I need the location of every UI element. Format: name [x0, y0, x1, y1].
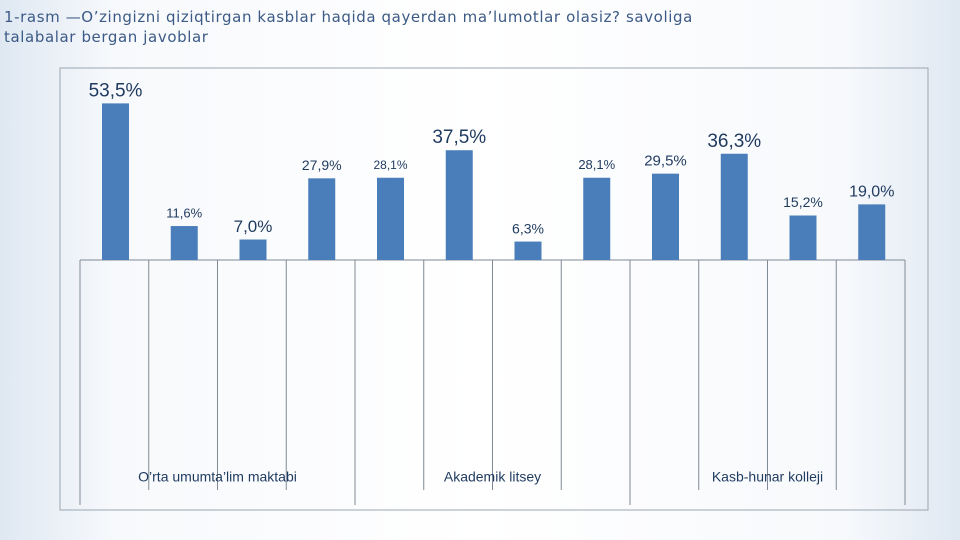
- title-line: 1-rasm —O’zingizni qiziqtirgan kasblar h…: [4, 8, 693, 26]
- title-line: talabalar bergan javoblar: [4, 28, 209, 46]
- bar: [170, 226, 198, 260]
- bar: [789, 215, 817, 260]
- value-label: 29,5%: [644, 153, 687, 170]
- value-label: 11,6%: [166, 205, 202, 220]
- plot-frame: [59, 67, 929, 511]
- value-label: 36,3%: [707, 131, 761, 152]
- value-label: 28,1%: [578, 157, 615, 172]
- value-label: 53,5%: [89, 80, 143, 101]
- group-label: O’rta umumta’lim maktabi: [138, 469, 297, 485]
- bar: [308, 178, 336, 260]
- bar: [858, 204, 886, 260]
- value-label: 15,2%: [783, 194, 823, 210]
- bar: [720, 153, 748, 260]
- bar: [652, 173, 679, 260]
- chart-title: 1-rasm —O’zingizni qiziqtirgan kasblar h…: [4, 8, 693, 46]
- value-label: 27,9%: [302, 157, 342, 173]
- value-label: 7,0%: [234, 217, 273, 236]
- bar: [445, 150, 473, 260]
- bar: [102, 103, 129, 261]
- value-label: 6,3%: [512, 220, 544, 236]
- value-label: 19,0%: [849, 184, 894, 201]
- group-label: Kasb-hunar kolleji: [712, 469, 823, 485]
- bar: [514, 241, 542, 260]
- bar: [239, 239, 267, 260]
- group-label: Akademik litsey: [444, 469, 541, 485]
- value-label: 37,5%: [432, 127, 486, 148]
- bar: [377, 177, 404, 260]
- value-label: 28,1%: [373, 158, 407, 172]
- bar: [583, 177, 611, 260]
